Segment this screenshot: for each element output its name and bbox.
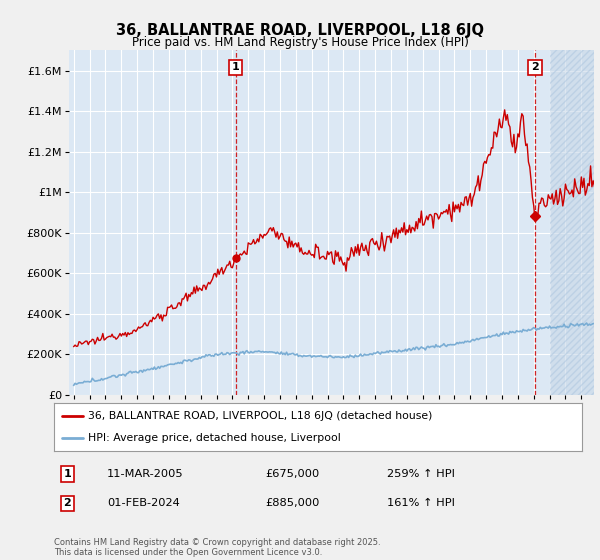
Text: Price paid vs. HM Land Registry's House Price Index (HPI): Price paid vs. HM Land Registry's House … bbox=[131, 36, 469, 49]
Text: HPI: Average price, detached house, Liverpool: HPI: Average price, detached house, Live… bbox=[88, 433, 341, 443]
Text: 1: 1 bbox=[232, 63, 239, 72]
Text: 2: 2 bbox=[64, 498, 71, 508]
Text: 36, BALLANTRAE ROAD, LIVERPOOL, L18 6JQ (detached house): 36, BALLANTRAE ROAD, LIVERPOOL, L18 6JQ … bbox=[88, 411, 433, 421]
Text: 161% ↑ HPI: 161% ↑ HPI bbox=[386, 498, 455, 508]
Text: 2: 2 bbox=[531, 63, 539, 72]
Text: 11-MAR-2005: 11-MAR-2005 bbox=[107, 469, 184, 479]
Text: 1: 1 bbox=[64, 469, 71, 479]
Text: Contains HM Land Registry data © Crown copyright and database right 2025.
This d: Contains HM Land Registry data © Crown c… bbox=[54, 538, 380, 557]
Text: £885,000: £885,000 bbox=[265, 498, 320, 508]
Text: 01-FEB-2024: 01-FEB-2024 bbox=[107, 498, 179, 508]
Text: £675,000: £675,000 bbox=[265, 469, 319, 479]
Text: 36, BALLANTRAE ROAD, LIVERPOOL, L18 6JQ: 36, BALLANTRAE ROAD, LIVERPOOL, L18 6JQ bbox=[116, 23, 484, 38]
Bar bbox=[550, 50, 594, 395]
Text: 259% ↑ HPI: 259% ↑ HPI bbox=[386, 469, 455, 479]
